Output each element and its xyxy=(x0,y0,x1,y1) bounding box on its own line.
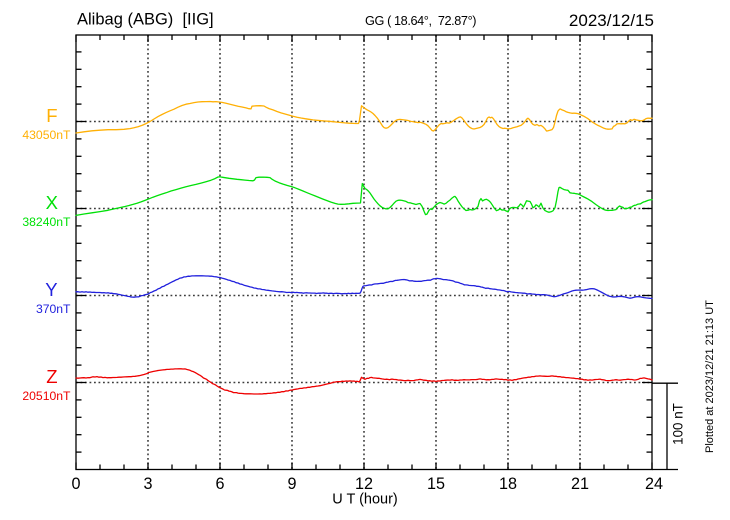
svg-text:9: 9 xyxy=(287,475,296,493)
svg-text:18: 18 xyxy=(499,475,517,493)
svg-text:15: 15 xyxy=(427,475,445,493)
svg-text:X: X xyxy=(46,192,58,213)
svg-text:Y: Y xyxy=(45,279,57,300)
svg-text:38240nT: 38240nT xyxy=(22,215,71,229)
svg-text:24: 24 xyxy=(645,475,663,493)
svg-text:Plotted at 2023/12/21 21:13 UT: Plotted at 2023/12/21 21:13 UT xyxy=(704,300,716,453)
svg-text:3: 3 xyxy=(143,475,152,493)
svg-text:6: 6 xyxy=(215,475,224,493)
svg-text:Z: Z xyxy=(46,366,57,387)
svg-text:U T (hour): U T (hour) xyxy=(332,491,398,507)
svg-text:12: 12 xyxy=(355,475,373,493)
svg-text:GG ( 18.64°, 72.87°): GG ( 18.64°, 72.87°) xyxy=(365,14,477,28)
svg-text:20510nT: 20510nT xyxy=(22,389,71,403)
svg-text:370nT: 370nT xyxy=(36,302,71,316)
svg-text:F: F xyxy=(46,105,57,126)
svg-text:43050nT: 43050nT xyxy=(22,128,71,142)
svg-text:2023/12/15: 2023/12/15 xyxy=(569,11,654,30)
svg-text:0: 0 xyxy=(71,475,80,493)
svg-text:100 nT: 100 nT xyxy=(671,403,686,445)
svg-text:21: 21 xyxy=(571,475,589,493)
svg-text:Alibag (ABG) [IIG]: Alibag (ABG) [IIG] xyxy=(77,11,214,29)
